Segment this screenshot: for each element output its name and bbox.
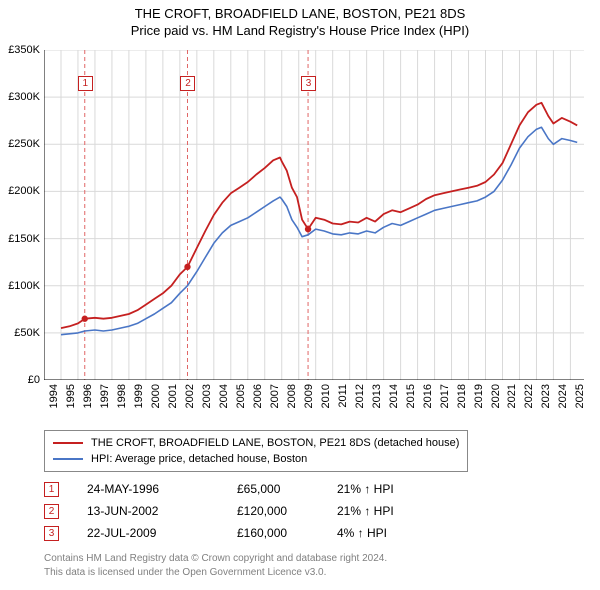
- x-axis-label: 2020: [490, 384, 502, 408]
- x-axis-label: 2013: [371, 384, 383, 408]
- event-marker-box: 1: [78, 76, 93, 91]
- x-axis-label: 2003: [201, 384, 213, 408]
- x-axis-label: 2018: [456, 384, 468, 408]
- event-index-box: 1: [44, 482, 59, 497]
- x-axis-label: 2025: [574, 384, 586, 408]
- y-axis-label: £50K: [14, 327, 40, 339]
- event-price: £65,000: [237, 482, 337, 496]
- event-index-box: 3: [44, 526, 59, 541]
- y-axis-label: £250K: [8, 138, 40, 150]
- y-axis-label: £200K: [8, 185, 40, 197]
- license-text: Contains HM Land Registry data © Crown c…: [44, 552, 387, 579]
- event-price: £120,000: [237, 504, 337, 518]
- x-axis-label: 2022: [523, 384, 535, 408]
- event-date: 22-JUL-2009: [87, 526, 237, 540]
- x-axis-label: 2012: [354, 384, 366, 408]
- x-axis-label: 2014: [388, 384, 400, 408]
- x-axis-label: 1996: [82, 384, 94, 408]
- event-date: 13-JUN-2002: [87, 504, 237, 518]
- x-axis-label: 2002: [184, 384, 196, 408]
- event-price: £160,000: [237, 526, 337, 540]
- event-index-box: 2: [44, 504, 59, 519]
- series-legend: THE CROFT, BROADFIELD LANE, BOSTON, PE21…: [44, 430, 468, 472]
- x-axis-label: 2008: [286, 384, 298, 408]
- x-axis-label: 1994: [48, 384, 60, 408]
- event-row: 2 13-JUN-2002 £120,000 21% ↑ HPI: [44, 500, 457, 522]
- event-marker-box: 3: [301, 76, 316, 91]
- event-date: 24-MAY-1996: [87, 482, 237, 496]
- y-axis-label: £300K: [8, 91, 40, 103]
- y-axis-label: £350K: [8, 44, 40, 56]
- legend-swatch: [53, 458, 83, 460]
- chart-container: THE CROFT, BROADFIELD LANE, BOSTON, PE21…: [0, 0, 600, 590]
- x-axis-label: 2011: [337, 384, 349, 408]
- event-rel: 21% ↑ HPI: [337, 504, 457, 518]
- event-rel: 4% ↑ HPI: [337, 526, 457, 540]
- x-axis-label: 2019: [473, 384, 485, 408]
- y-axis-label: £100K: [8, 280, 40, 292]
- x-axis-label: 2001: [167, 384, 179, 408]
- x-axis-label: 2009: [303, 384, 315, 408]
- x-axis-label: 2016: [422, 384, 434, 408]
- legend-label: THE CROFT, BROADFIELD LANE, BOSTON, PE21…: [91, 437, 459, 449]
- chart-area: £0£50K£100K£150K£200K£250K£300K£350K1994…: [44, 50, 584, 380]
- legend-row: THE CROFT, BROADFIELD LANE, BOSTON, PE21…: [53, 435, 459, 451]
- event-row: 1 24-MAY-1996 £65,000 21% ↑ HPI: [44, 478, 457, 500]
- legend-swatch: [53, 442, 83, 444]
- x-axis-label: 1997: [99, 384, 111, 408]
- x-axis-label: 1995: [65, 384, 77, 408]
- x-axis-label: 2007: [269, 384, 281, 408]
- events-legend: 1 24-MAY-1996 £65,000 21% ↑ HPI 2 13-JUN…: [44, 478, 457, 544]
- x-axis-label: 2021: [506, 384, 518, 408]
- event-row: 3 22-JUL-2009 £160,000 4% ↑ HPI: [44, 522, 457, 544]
- y-axis-label: £0: [28, 374, 40, 386]
- x-axis-label: 2000: [150, 384, 162, 408]
- title-block: THE CROFT, BROADFIELD LANE, BOSTON, PE21…: [0, 0, 600, 38]
- legend-label: HPI: Average price, detached house, Bost…: [91, 453, 307, 465]
- license-line: This data is licensed under the Open Gov…: [44, 566, 387, 580]
- x-axis-label: 2005: [235, 384, 247, 408]
- x-axis-label: 2017: [439, 384, 451, 408]
- title-sub: Price paid vs. HM Land Registry's House …: [0, 23, 600, 38]
- x-axis-label: 2024: [557, 384, 569, 408]
- x-axis-label: 1999: [133, 384, 145, 408]
- title-main: THE CROFT, BROADFIELD LANE, BOSTON, PE21…: [0, 6, 600, 21]
- y-axis-label: £150K: [8, 233, 40, 245]
- x-axis-label: 2010: [320, 384, 332, 408]
- x-axis-label: 2006: [252, 384, 264, 408]
- x-axis-label: 1998: [116, 384, 128, 408]
- event-marker-box: 2: [180, 76, 195, 91]
- x-axis-label: 2023: [540, 384, 552, 408]
- x-axis-label: 2004: [218, 384, 230, 408]
- chart-svg: [44, 50, 584, 380]
- license-line: Contains HM Land Registry data © Crown c…: [44, 552, 387, 566]
- legend-row: HPI: Average price, detached house, Bost…: [53, 451, 459, 467]
- event-rel: 21% ↑ HPI: [337, 482, 457, 496]
- x-axis-label: 2015: [405, 384, 417, 408]
